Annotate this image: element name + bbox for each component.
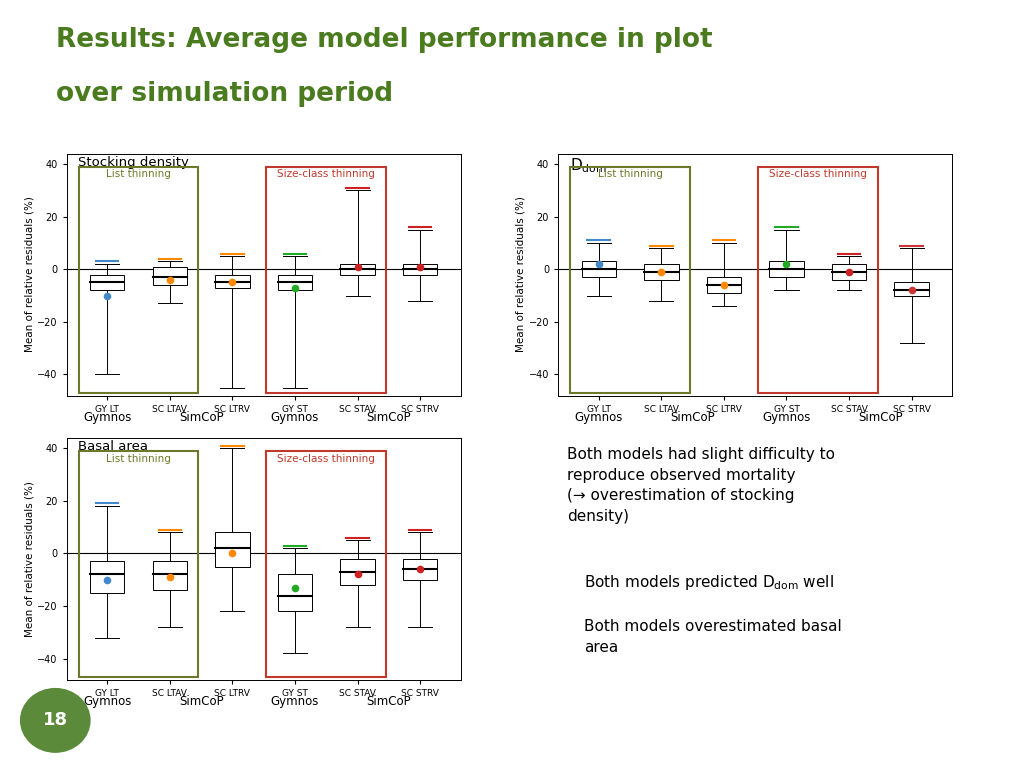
Text: Both models had slight difficulty to
reproduce observed mortality
(→ overestimat: Both models had slight difficulty to rep… bbox=[567, 448, 835, 524]
Bar bbox=[402, 264, 437, 274]
Bar bbox=[266, 451, 386, 677]
Bar bbox=[402, 559, 437, 580]
Text: SimCoP: SimCoP bbox=[858, 412, 903, 424]
Bar bbox=[831, 264, 866, 280]
Bar bbox=[90, 561, 125, 593]
Text: List thinning: List thinning bbox=[106, 170, 171, 180]
Text: over simulation period: over simulation period bbox=[56, 81, 393, 107]
Text: $\mathregular{D_{dom}}$: $\mathregular{D_{dom}}$ bbox=[570, 156, 606, 174]
Text: SimCoP: SimCoP bbox=[671, 412, 715, 424]
Text: Size-class thinning: Size-class thinning bbox=[278, 454, 375, 464]
Y-axis label: Mean of relative residuals (%): Mean of relative residuals (%) bbox=[25, 197, 34, 353]
Bar bbox=[340, 264, 375, 274]
Bar bbox=[894, 283, 929, 296]
Bar bbox=[79, 451, 199, 677]
Text: SimCoP: SimCoP bbox=[367, 412, 412, 424]
Text: Results: Average model performance in plot: Results: Average model performance in pl… bbox=[56, 27, 713, 53]
Text: SimCoP: SimCoP bbox=[179, 412, 223, 424]
Text: Gymnos: Gymnos bbox=[762, 412, 811, 424]
Text: List thinning: List thinning bbox=[106, 454, 171, 464]
Text: Gymnos: Gymnos bbox=[83, 412, 131, 424]
Text: Gymnos: Gymnos bbox=[270, 412, 319, 424]
Bar bbox=[153, 266, 187, 285]
Bar bbox=[90, 274, 125, 290]
Bar bbox=[769, 261, 804, 277]
Bar bbox=[278, 574, 312, 611]
Text: SimCoP: SimCoP bbox=[179, 696, 223, 708]
Bar bbox=[570, 167, 690, 393]
Bar bbox=[582, 261, 616, 277]
Text: 18: 18 bbox=[43, 711, 68, 730]
Bar bbox=[644, 264, 679, 280]
Text: Both models overestimated basal
area: Both models overestimated basal area bbox=[584, 619, 842, 654]
Text: Gymnos: Gymnos bbox=[270, 696, 319, 708]
Bar bbox=[215, 274, 250, 288]
Y-axis label: Mean of relative residuals (%): Mean of relative residuals (%) bbox=[516, 197, 525, 353]
Text: Gymnos: Gymnos bbox=[574, 412, 623, 424]
Bar bbox=[266, 167, 386, 393]
Text: Size-class thinning: Size-class thinning bbox=[278, 170, 375, 180]
Text: Gymnos: Gymnos bbox=[83, 696, 131, 708]
Text: Basal area: Basal area bbox=[79, 440, 148, 453]
Text: SimCoP: SimCoP bbox=[367, 696, 412, 708]
Text: Size-class thinning: Size-class thinning bbox=[769, 170, 866, 180]
Bar bbox=[153, 561, 187, 591]
Text: List thinning: List thinning bbox=[598, 170, 663, 180]
Y-axis label: Mean of relative residuals (%): Mean of relative residuals (%) bbox=[25, 481, 34, 637]
Text: Both models predicted $\mathregular{D_{dom}}$ well: Both models predicted $\mathregular{D_{d… bbox=[584, 573, 835, 592]
Bar bbox=[79, 167, 199, 393]
Circle shape bbox=[20, 689, 90, 752]
Bar bbox=[215, 532, 250, 567]
Bar bbox=[340, 559, 375, 585]
Bar bbox=[707, 277, 741, 293]
Bar bbox=[758, 167, 878, 393]
Text: Stocking density: Stocking density bbox=[79, 156, 189, 169]
Bar bbox=[278, 274, 312, 290]
